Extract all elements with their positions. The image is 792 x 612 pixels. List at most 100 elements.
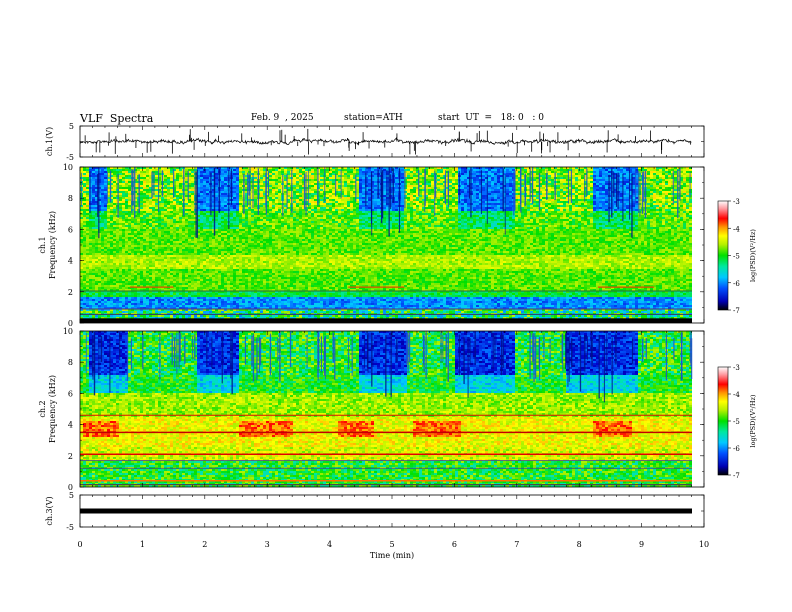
spectrogram-cell bbox=[194, 253, 197, 255]
spectrogram-cell bbox=[170, 193, 173, 195]
spectrogram-cell bbox=[128, 179, 131, 181]
spectrogram-cell bbox=[257, 245, 260, 247]
spectrogram-cell bbox=[185, 257, 188, 259]
spectrogram-cell bbox=[122, 255, 125, 257]
spectrogram-cell bbox=[215, 201, 218, 203]
spectrogram-cell bbox=[218, 235, 221, 237]
spectrogram-cell bbox=[185, 217, 188, 219]
spectrogram-cell bbox=[119, 285, 122, 287]
spectrogram-cell bbox=[260, 315, 263, 317]
spectrogram-cell bbox=[194, 249, 197, 251]
spectrogram-cell bbox=[212, 213, 215, 215]
spectrogram-cell bbox=[254, 317, 257, 319]
spectrogram-cell bbox=[170, 265, 173, 267]
spectrogram-cell bbox=[233, 181, 236, 183]
spectrogram-cell bbox=[239, 307, 242, 309]
spectrogram-cell bbox=[158, 199, 161, 201]
spectrogram-cell bbox=[113, 181, 116, 183]
spectrogram-cell bbox=[167, 315, 170, 317]
spectrogram-cell bbox=[248, 263, 251, 265]
spectrogram-cell bbox=[152, 253, 155, 255]
spectrogram-cell bbox=[194, 201, 197, 203]
spectrogram-cell bbox=[197, 191, 200, 193]
spectrogram-cell bbox=[149, 185, 152, 187]
spectrogram-cell bbox=[203, 273, 206, 275]
spectrogram-cell bbox=[98, 197, 101, 199]
spectrogram-cell bbox=[263, 205, 266, 207]
spectrogram-cell bbox=[176, 281, 179, 283]
spectrogram-cell bbox=[188, 217, 191, 219]
spectrogram-cell bbox=[104, 245, 107, 247]
spectrogram-cell bbox=[245, 291, 248, 293]
spectrogram-cell bbox=[140, 255, 143, 257]
spectrogram-cell bbox=[173, 275, 176, 277]
spectrogram-cell bbox=[140, 277, 143, 279]
spectrogram-cell bbox=[122, 185, 125, 187]
spectrogram-cell bbox=[218, 167, 221, 169]
spectrogram-cell bbox=[119, 199, 122, 201]
spectrogram-cell bbox=[257, 219, 260, 221]
spectrogram-cell bbox=[104, 309, 107, 311]
spectrogram-cell bbox=[245, 207, 248, 209]
spectrogram-cell bbox=[158, 207, 161, 209]
spectrogram-cell bbox=[158, 259, 161, 261]
spectrogram-cell bbox=[176, 179, 179, 181]
spectrogram-cell bbox=[158, 303, 161, 305]
spectrogram-cell bbox=[257, 229, 260, 231]
spectrogram-cell bbox=[140, 189, 143, 191]
spectrogram-cell bbox=[158, 203, 161, 205]
spectrogram-cell bbox=[224, 289, 227, 291]
spectrogram-cell bbox=[224, 261, 227, 263]
spectrogram-cell bbox=[86, 317, 89, 319]
spectrogram-cell bbox=[119, 271, 122, 273]
spectrogram-cell bbox=[248, 289, 251, 291]
spectrogram-cell bbox=[203, 303, 206, 305]
spectrogram-cell bbox=[215, 307, 218, 309]
spectrogram-cell bbox=[176, 271, 179, 273]
spectrogram-cell bbox=[179, 227, 182, 229]
spectrogram-cell bbox=[119, 287, 122, 289]
start-time-label: start UT = 18: 0 : 0 bbox=[438, 113, 544, 123]
spectrogram-cell bbox=[161, 295, 164, 297]
spectrogram-cell bbox=[224, 311, 227, 313]
spectrogram-cell bbox=[185, 207, 188, 209]
spectrogram-cell bbox=[239, 293, 242, 295]
spectrogram-cell bbox=[185, 243, 188, 245]
spectrogram-cell bbox=[119, 305, 122, 307]
spectrogram-cell bbox=[83, 307, 86, 309]
spectrogram-cell bbox=[128, 239, 131, 241]
spectrogram-cell bbox=[86, 183, 89, 185]
spectrogram-cell bbox=[146, 211, 149, 213]
spectrogram-cell bbox=[125, 311, 128, 313]
spectrogram-cell bbox=[200, 303, 203, 305]
spectrogram-cell bbox=[176, 263, 179, 265]
spectrogram-cell bbox=[164, 283, 167, 285]
spectrogram-cell bbox=[263, 257, 266, 259]
spectrogram-cell bbox=[143, 233, 146, 235]
spectrogram-cell bbox=[224, 225, 227, 227]
spectrogram-cell bbox=[257, 231, 260, 233]
spectrogram-cell bbox=[215, 239, 218, 241]
spectrogram-cell bbox=[215, 195, 218, 197]
spectrogram-cell bbox=[203, 183, 206, 185]
spectrogram-cell bbox=[92, 183, 95, 185]
spectrogram-cell bbox=[110, 221, 113, 223]
spectrogram-cell bbox=[185, 269, 188, 271]
spectrogram-cell bbox=[197, 287, 200, 289]
spectrogram-cell bbox=[113, 203, 116, 205]
spectrogram-cell bbox=[185, 291, 188, 293]
spectrogram-cell bbox=[218, 309, 221, 311]
spectrogram-cell bbox=[227, 251, 230, 253]
spectrogram-cell bbox=[125, 315, 128, 317]
spectrogram-cell bbox=[152, 215, 155, 217]
spectrogram-cell bbox=[113, 197, 116, 199]
spectrogram-cell bbox=[164, 291, 167, 293]
spectrogram-cell bbox=[107, 193, 110, 195]
spectrogram-cell bbox=[137, 217, 140, 219]
spectrogram-cell bbox=[191, 183, 194, 185]
spectrogram-cell bbox=[197, 209, 200, 211]
spectrogram-cell bbox=[260, 227, 263, 229]
spectrogram-cell bbox=[188, 301, 191, 303]
spectrogram-cell bbox=[137, 309, 140, 311]
spectrogram-cell bbox=[152, 199, 155, 201]
